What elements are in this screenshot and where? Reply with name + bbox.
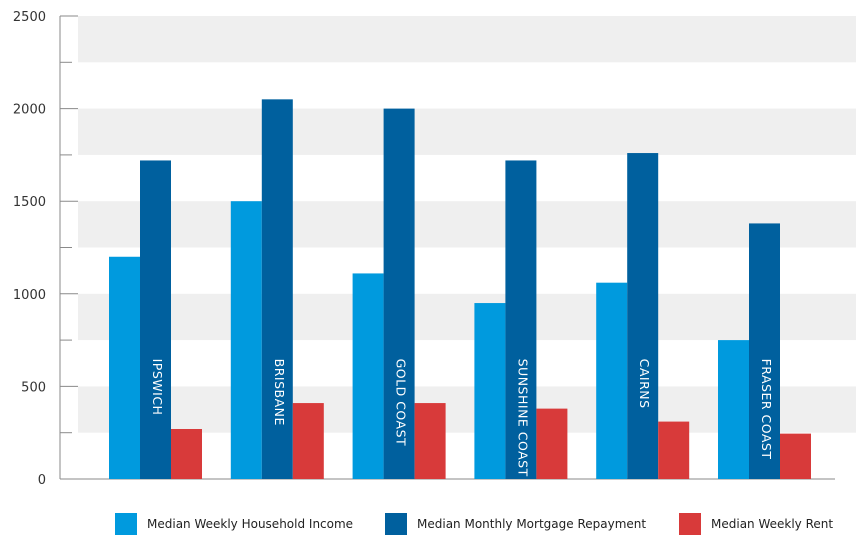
legend: Median Weekly Household Income Median Mon… (115, 513, 833, 535)
bar (414, 403, 446, 479)
grid-band (78, 16, 856, 63)
bar (749, 223, 780, 479)
bar (658, 421, 690, 479)
y-tick-label: 500 (21, 380, 46, 395)
bar (505, 160, 537, 479)
grid-band (78, 108, 856, 155)
legend-label: Median Weekly Rent (711, 517, 833, 531)
bar (596, 282, 628, 479)
category-label: GOLD COAST (394, 359, 409, 447)
bar (109, 256, 140, 479)
bar (536, 408, 568, 479)
legend-swatch (679, 513, 701, 535)
y-tick-label: 2500 (13, 10, 46, 25)
bar (718, 340, 749, 479)
grid-bands (78, 16, 856, 433)
bar (261, 99, 293, 479)
category-label: FRASER COAST (759, 359, 774, 460)
bar (474, 303, 506, 479)
y-tick-label: 1500 (13, 195, 46, 210)
category-label: BRISBANE (272, 359, 287, 426)
bars (109, 99, 811, 479)
category-label: CAIRNS (637, 359, 652, 409)
bar (292, 403, 324, 479)
bar (780, 433, 811, 479)
grid-band (78, 201, 856, 248)
bar (383, 108, 415, 479)
y-tick-label: 1000 (13, 288, 46, 303)
y-tick-label: 0 (38, 473, 46, 488)
bar (352, 273, 384, 479)
grid-band (78, 293, 856, 341)
bar (171, 428, 202, 479)
bar (140, 160, 171, 479)
legend-swatch (115, 513, 137, 535)
bar (627, 153, 659, 479)
legend-swatch (385, 513, 407, 535)
y-tick-label: 2000 (13, 103, 46, 118)
category-label: IPSWICH (150, 359, 165, 416)
bar (230, 201, 262, 479)
category-label: SUNSHINE COAST (515, 359, 530, 477)
category-labels: IPSWICH BRISBANE GOLD COAST SUNSHINE COAST C… (150, 359, 774, 477)
legend-label: Median Weekly Household Income (147, 517, 353, 531)
legend-label: Median Monthly Mortgage Repayment (417, 517, 646, 531)
